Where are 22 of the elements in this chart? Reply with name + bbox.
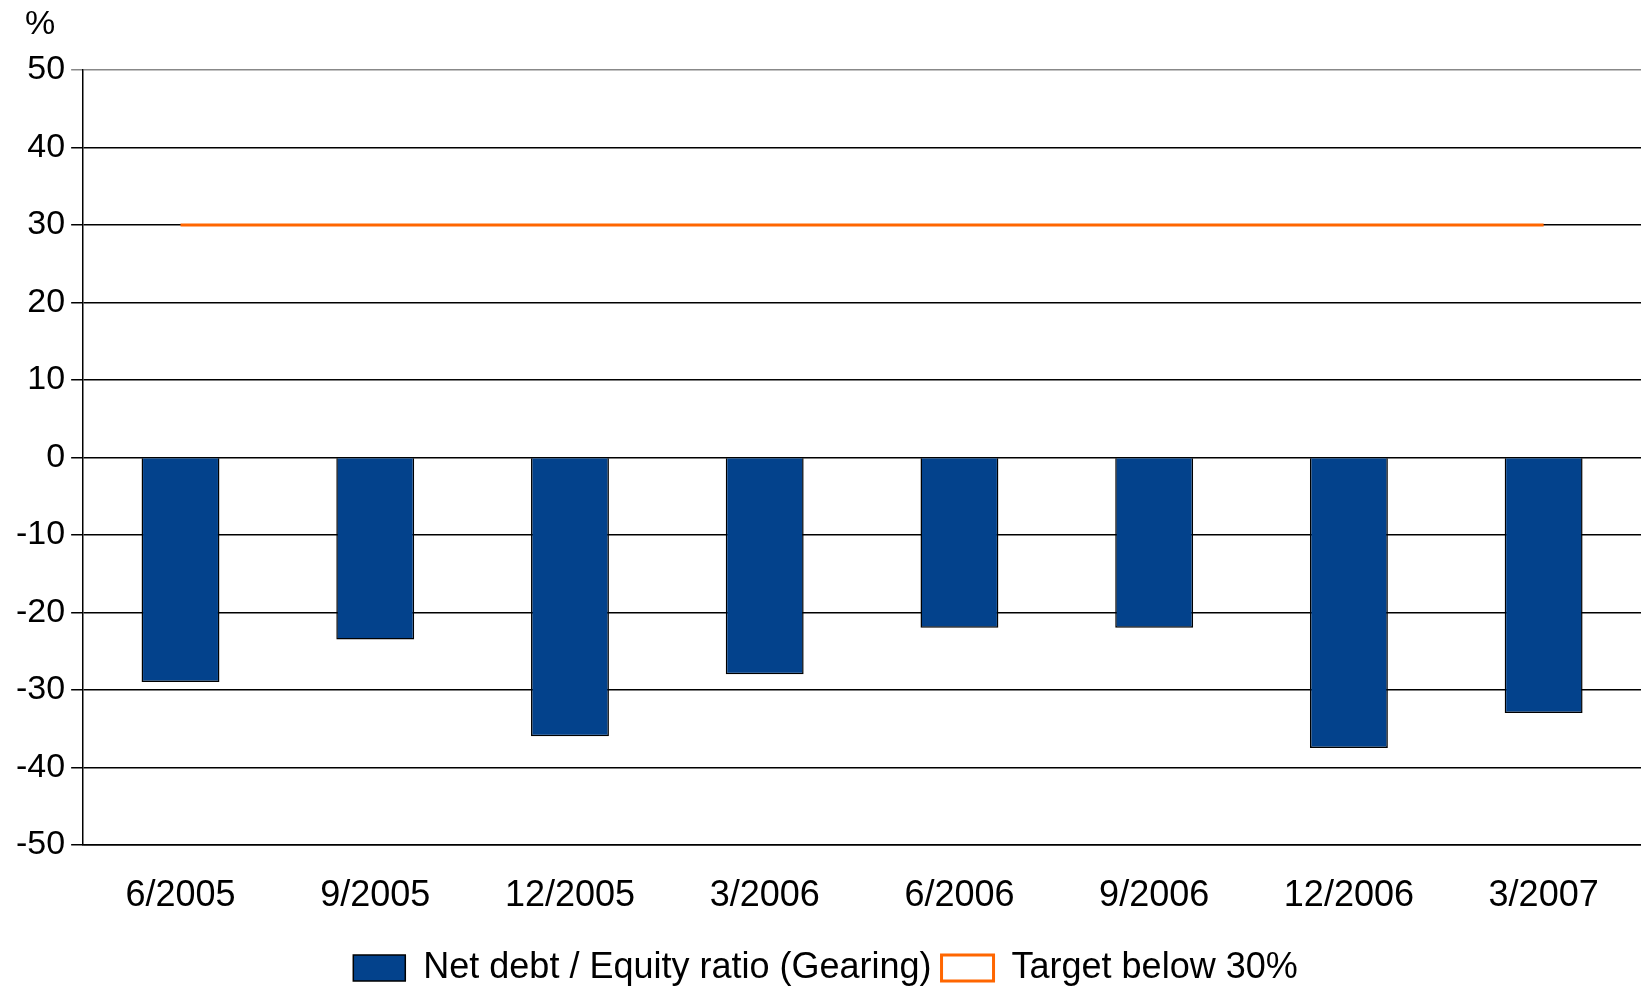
- x-tick-label: 3/2007: [1488, 873, 1599, 915]
- x-tick-label: 12/2005: [504, 873, 636, 915]
- legend-label: Target below 30%: [1011, 944, 1298, 986]
- x-tick-label: 9/2005: [320, 873, 431, 915]
- y-tick-label: -10: [16, 513, 66, 552]
- y-tick-label: 30: [27, 203, 66, 242]
- y-tick-label: 50: [27, 48, 66, 87]
- y-tick-label: -20: [16, 590, 66, 629]
- y-tick-label: -30: [16, 668, 66, 707]
- y-tick-label: -50: [16, 823, 66, 862]
- x-tick-label: 9/2006: [1099, 873, 1210, 915]
- x-tick-label: 12/2006: [1283, 873, 1414, 915]
- y-tick-label: -40: [16, 745, 66, 784]
- y-tick-label: 40: [27, 125, 66, 164]
- y-axis-title: %: [24, 3, 56, 42]
- x-tick-label: 6/2006: [904, 873, 1015, 915]
- x-tick-label: 6/2005: [125, 873, 236, 915]
- y-tick-label: 20: [27, 280, 66, 319]
- x-tick-label: 3/2006: [709, 873, 820, 915]
- y-tick-label: 10: [27, 358, 66, 397]
- y-tick-label: 0: [46, 435, 66, 474]
- legend-label: Net debt / Equity ratio (Gearing): [423, 944, 932, 986]
